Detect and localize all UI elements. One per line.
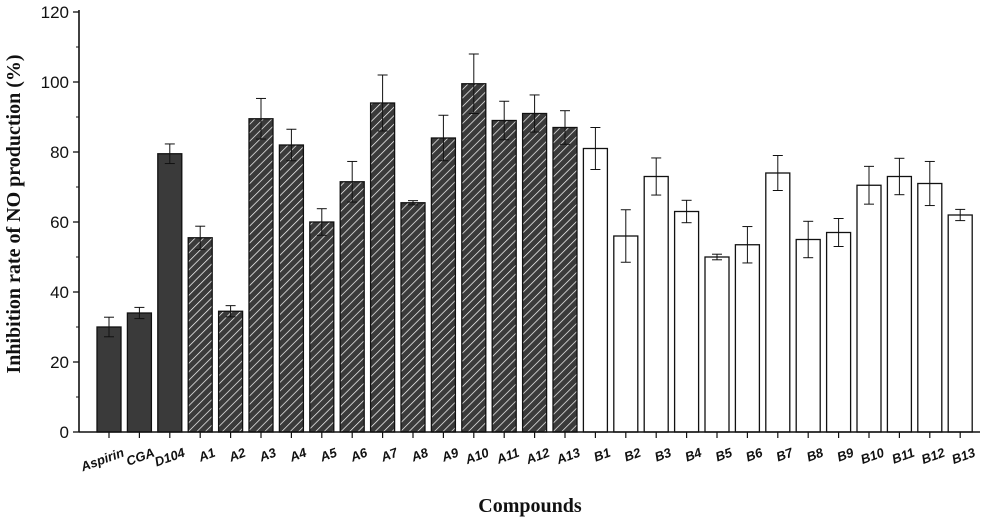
x-tick-label: B4 xyxy=(683,444,704,464)
bar-a12 xyxy=(521,112,548,433)
x-tick-label: A8 xyxy=(408,444,430,464)
x-tick-label: B6 xyxy=(744,444,765,464)
y-tick-label: 80 xyxy=(50,143,69,162)
x-tick-label: B8 xyxy=(804,444,825,464)
bar-b9 xyxy=(825,231,852,433)
x-tick-label: A1 xyxy=(196,445,218,465)
y-axis-title: Inhibition rate of NO production (%) xyxy=(3,54,25,373)
bar-b3 xyxy=(643,175,669,433)
x-tick-label: A10 xyxy=(462,444,491,467)
bar-b6 xyxy=(734,244,761,433)
x-tick-label: A2 xyxy=(226,444,248,464)
y-tick-label: 120 xyxy=(41,3,69,22)
x-tick-label: D104 xyxy=(152,444,187,469)
bar-b4 xyxy=(673,210,700,433)
bar-a9 xyxy=(430,137,457,433)
bars-layer xyxy=(96,53,973,433)
bar-b11 xyxy=(886,175,913,433)
bar-b7 xyxy=(765,172,791,433)
y-tick-label: 0 xyxy=(60,423,69,442)
x-tick-label: B10 xyxy=(858,444,886,467)
bar-b8 xyxy=(795,238,821,433)
bar-b2 xyxy=(613,235,639,433)
bar-a4 xyxy=(278,144,305,433)
x-axis-title: Compounds xyxy=(478,495,582,517)
y-tick-label: 60 xyxy=(50,213,69,232)
y-tick-label: 40 xyxy=(50,283,69,302)
x-tick-label: B12 xyxy=(919,444,947,467)
x-tick-label: A9 xyxy=(439,444,461,464)
bar-d104 xyxy=(157,153,183,433)
x-tick-label: B1 xyxy=(592,445,613,465)
bar-a1 xyxy=(187,237,213,433)
x-tick-label: Aspirin xyxy=(78,445,126,475)
bar-b12 xyxy=(917,182,943,433)
x-tick-label: B11 xyxy=(890,445,917,467)
x-tick-label: B3 xyxy=(652,444,673,464)
bar-a5 xyxy=(309,221,335,433)
x-tick-label: B5 xyxy=(713,444,734,464)
bar-b5 xyxy=(704,256,730,433)
bar-a8 xyxy=(400,202,426,433)
bar-a13 xyxy=(552,126,578,433)
y-tick-label: 20 xyxy=(50,353,69,372)
bar-a3 xyxy=(248,118,274,433)
bar-cga xyxy=(126,312,153,433)
bar-a6 xyxy=(339,181,365,433)
x-tick-label: A11 xyxy=(494,445,522,467)
x-tick-label: B2 xyxy=(622,444,643,464)
bar-a2 xyxy=(217,310,244,433)
x-tick-label: A13 xyxy=(554,444,583,467)
x-tick-label: A5 xyxy=(317,444,339,464)
x-tick-label: A7 xyxy=(378,444,400,464)
x-tick-label: B13 xyxy=(950,444,978,467)
x-tick-label: A3 xyxy=(256,444,278,464)
x-tick-label: B9 xyxy=(835,444,856,464)
bar-b13 xyxy=(947,214,973,433)
x-tick-label: B7 xyxy=(774,444,795,464)
y-tick-label: 100 xyxy=(41,73,69,92)
bar-b10 xyxy=(856,184,882,433)
x-tick-label: CGA xyxy=(124,445,156,469)
x-tick-label: A12 xyxy=(523,444,552,467)
bar-a11 xyxy=(491,119,517,433)
bar-b1 xyxy=(582,147,609,433)
x-tick-label: A4 xyxy=(287,444,309,464)
bar-a7 xyxy=(369,102,396,433)
x-tick-label: A6 xyxy=(348,444,370,464)
bar-a10 xyxy=(461,83,487,433)
bar-aspirin xyxy=(96,326,122,433)
